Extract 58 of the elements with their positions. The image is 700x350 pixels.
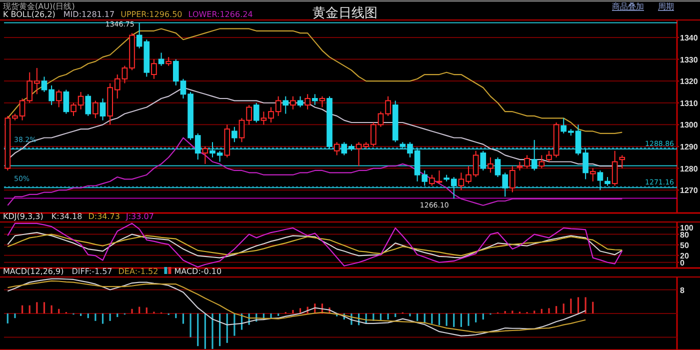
- candlestick: [480, 150, 486, 171]
- y-tick-label: 1340: [680, 33, 698, 42]
- candlestick: [590, 168, 596, 182]
- y-tick-label: 1290: [680, 142, 698, 152]
- series-label: K:34.18: [51, 212, 82, 221]
- chart-subtitle: 现货黄金(AU)(日线): [3, 2, 75, 11]
- candlestick: [100, 98, 106, 121]
- line-series: [7, 222, 623, 268]
- chart-title: 黄金日线图: [312, 6, 378, 21]
- candlestick: [290, 96, 296, 110]
- series-label: J:33.07: [124, 212, 154, 221]
- text: 8: [680, 286, 685, 295]
- series-label: DEA:-1.52: [118, 267, 158, 276]
- candlestick: [202, 146, 208, 164]
- candlestick: [297, 96, 304, 108]
- candlestick: [253, 102, 260, 123]
- candlestick: [312, 94, 318, 106]
- y-tick-label: 1330: [680, 55, 698, 64]
- y-tick-label: 50: [680, 240, 690, 250]
- candlestick: [538, 154, 545, 169]
- y-tick-label: 1320: [680, 77, 698, 86]
- y-tick-label: 1300: [680, 120, 698, 130]
- candlestick: [319, 96, 326, 108]
- candlestick: [56, 89, 62, 108]
- y-tick-label: 1280: [680, 164, 698, 174]
- candlestick: [85, 94, 92, 116]
- y-tick-label: 1270: [680, 186, 698, 196]
- candlestick: [597, 170, 604, 191]
- candlestick: [282, 96, 289, 114]
- y-tick-label: 20: [680, 251, 690, 260]
- candlestick: [92, 100, 98, 119]
- series-label: UPPER:1296.50: [120, 10, 182, 19]
- candlestick: [509, 166, 516, 193]
- candlestick: [304, 94, 310, 110]
- candlestick: [151, 58, 157, 80]
- candlestick: [488, 156, 494, 174]
- candlestick: [531, 139, 538, 171]
- candlestick: [619, 154, 626, 169]
- candlestick: [158, 52, 164, 66]
- y-tick-label: 1310: [680, 98, 698, 108]
- annotation: MACD(12,26,9): [3, 267, 64, 276]
- legend-label: MACD:-0.10: [174, 267, 222, 276]
- candlestick: [232, 126, 238, 143]
- text: MID:1281.17: [63, 10, 115, 19]
- line-series: [7, 28, 623, 134]
- text: D:34.73: [88, 212, 120, 221]
- text: LOWER:1266.24: [188, 10, 253, 19]
- candlestick: [612, 150, 618, 186]
- text: 商品叠加: [612, 2, 644, 11]
- annotation: KDJ(9,3,3): [3, 212, 44, 221]
- candlestick: [63, 89, 70, 114]
- series-label: DIFF:-1.57: [72, 267, 112, 276]
- text: K BOLL(26,2): [3, 10, 56, 19]
- y-tick-label: 0: [680, 258, 685, 268]
- y-tick-label: 100: [680, 223, 694, 232]
- candlestick: [334, 142, 340, 156]
- y-tick-label: 80: [680, 230, 690, 240]
- text: 周期: [658, 2, 674, 11]
